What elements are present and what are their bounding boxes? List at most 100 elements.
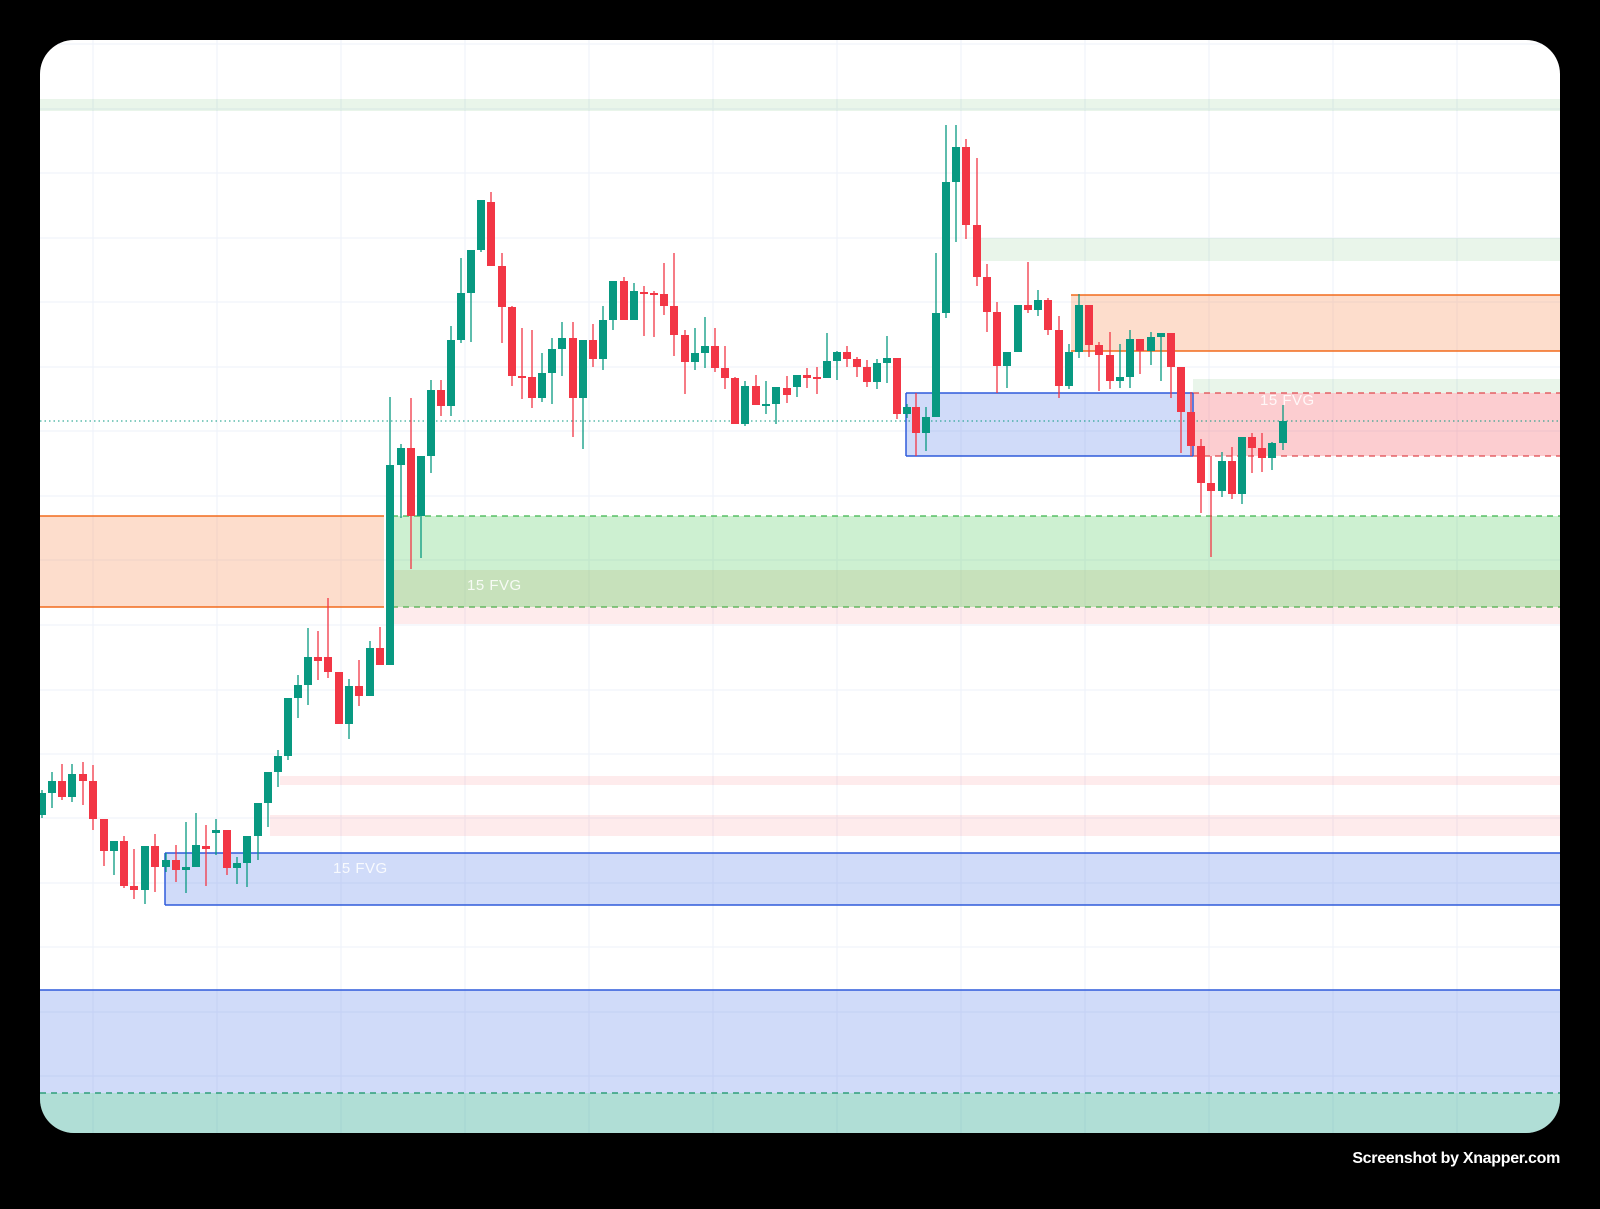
candle-up	[212, 819, 220, 855]
candle-down	[1197, 439, 1205, 513]
candle-down	[1187, 392, 1195, 456]
candle-up	[873, 359, 881, 389]
candle-down	[1044, 298, 1052, 335]
candle-up	[397, 444, 405, 518]
candle-down	[130, 849, 138, 899]
candle-down	[1055, 316, 1063, 398]
candle-up	[952, 125, 960, 242]
candle-down	[437, 380, 445, 416]
candle-up	[942, 125, 950, 318]
candle-up	[922, 407, 930, 451]
candle-down	[681, 330, 689, 394]
candle-up	[110, 841, 118, 875]
candle-up	[467, 250, 475, 342]
blue-zone-bottom	[40, 989, 1560, 1093]
candle-down	[1024, 262, 1032, 313]
candle-up	[274, 750, 282, 787]
candle-up	[1157, 333, 1165, 381]
candle-up	[447, 326, 455, 416]
red-faint-band-1	[280, 776, 1560, 785]
candle-up	[68, 764, 76, 802]
candle-down	[223, 830, 231, 875]
candle-down	[79, 762, 87, 805]
candle-down	[1177, 367, 1185, 453]
candle-up	[457, 258, 465, 343]
candle-down	[335, 672, 343, 724]
candle-down	[569, 322, 577, 437]
candle-up	[304, 628, 312, 705]
candle-up	[294, 675, 302, 718]
candle-up	[932, 253, 940, 417]
candle-up	[1238, 437, 1246, 504]
upper-right-green-band	[980, 238, 1560, 261]
candle-down	[1248, 433, 1256, 473]
candle-down	[912, 393, 920, 456]
candle-down	[151, 834, 159, 892]
candle-down	[803, 368, 811, 388]
candle-down	[973, 158, 981, 286]
candle-up	[264, 772, 272, 827]
candle-down	[893, 358, 901, 419]
candle-up	[141, 846, 149, 904]
candle-up	[579, 340, 587, 449]
candle-down	[650, 291, 658, 337]
candle-down	[324, 598, 332, 678]
candle-down	[640, 286, 648, 336]
candle-down	[1106, 332, 1114, 389]
candle-up	[548, 338, 556, 404]
candle-up	[40, 790, 46, 818]
candle-down	[1095, 342, 1103, 391]
candle-down	[843, 346, 851, 367]
candle-down	[620, 277, 628, 320]
red-faint-band-2	[270, 815, 1560, 836]
orange-order-block-left	[40, 515, 384, 608]
candle-up	[345, 679, 353, 739]
candle-up	[192, 813, 200, 867]
candle-up	[48, 772, 56, 808]
candle-down	[498, 253, 506, 343]
candle-up	[701, 317, 709, 368]
red-faint-below-green	[392, 607, 1560, 624]
candle-up	[1279, 405, 1287, 450]
chart-panel[interactable]: 15 FVG 15 FVG 15 FVG	[40, 40, 1560, 1133]
candle-down	[660, 263, 668, 315]
candle-down	[711, 328, 719, 372]
candle-up	[386, 397, 394, 665]
candle-up	[772, 387, 780, 424]
candle-up	[883, 336, 891, 383]
candle-up	[762, 381, 770, 414]
candles	[40, 125, 1287, 904]
candle-up	[609, 281, 617, 330]
candle-up	[558, 322, 566, 376]
candle-down	[962, 139, 970, 239]
candle-up	[254, 803, 262, 860]
candle-down	[528, 330, 536, 408]
blue-fvg-lower	[164, 852, 1560, 906]
candle-down	[1228, 447, 1236, 499]
candle-down	[721, 346, 729, 389]
candle-down	[589, 324, 597, 367]
candle-down	[853, 357, 861, 377]
candle-up	[477, 200, 485, 252]
fvg-zones	[40, 99, 1560, 1133]
candle-up	[233, 857, 241, 884]
orange-order-block-right	[1071, 294, 1560, 352]
candle-up	[691, 328, 699, 370]
candle-down	[863, 360, 871, 387]
candle-down	[993, 302, 1001, 393]
candle-down	[518, 328, 526, 399]
candle-up	[599, 306, 607, 370]
candle-up	[1003, 352, 1011, 388]
candle-down	[508, 306, 516, 386]
candle-down	[752, 375, 760, 405]
candle-down	[120, 836, 128, 888]
candle-down	[100, 819, 108, 866]
candle-up	[1014, 305, 1022, 352]
candlestick-chart[interactable]	[40, 40, 1560, 1133]
candle-down	[783, 376, 791, 403]
candle-up	[1268, 442, 1276, 470]
candle-down	[983, 264, 991, 332]
candle-down	[1167, 333, 1175, 398]
candle-up	[903, 404, 911, 418]
candle-down	[1136, 339, 1144, 374]
